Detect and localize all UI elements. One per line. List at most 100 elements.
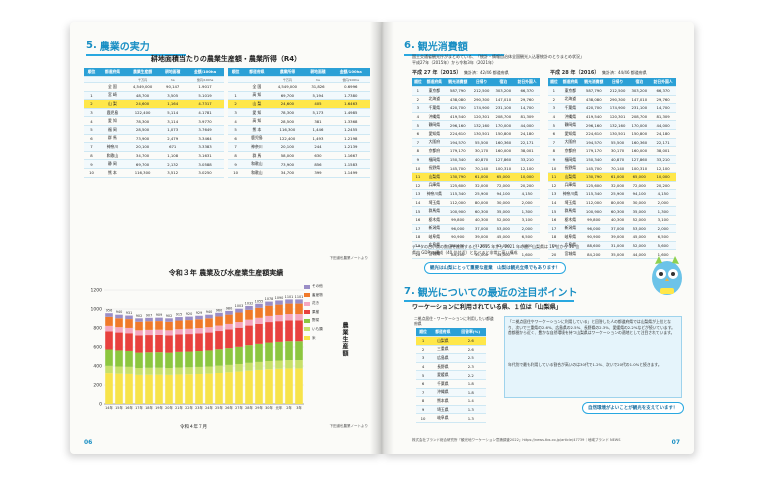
table-cell: 38,001	[514, 146, 540, 156]
chart-legend: その他 畜産物 花き 果樹 野菜 いも類米	[304, 284, 323, 344]
table-header-cell: 農業生産額	[125, 68, 160, 77]
chart-bar-segment	[105, 365, 113, 374]
table-cell: 1.4985	[331, 108, 370, 118]
table-cell: 130,790	[444, 172, 471, 182]
table-cell: 303,200	[492, 86, 515, 96]
chart-bar-segment	[265, 305, 273, 316]
table-cell: 170,000	[628, 120, 651, 130]
table-cell: 100,310	[628, 163, 651, 173]
table-cell: 10,000	[514, 172, 540, 182]
table-row: 6 千葉県 1.8	[416, 379, 486, 389]
table-cell: 296,160	[444, 120, 471, 130]
chart-x-tick-label: 19年	[155, 405, 163, 410]
table-unit-cell	[99, 76, 126, 83]
table-cell: 60,300	[606, 206, 629, 216]
table-cell: 6	[416, 379, 431, 389]
table-cell: 856	[304, 159, 332, 169]
chart-data-label: 915	[176, 313, 182, 317]
table-cell: 20,100	[270, 142, 305, 152]
chart-bar-segment	[125, 366, 133, 374]
legend-swatch	[304, 310, 310, 315]
table-cell: 38,001	[650, 146, 676, 156]
section-title: 観光消費額	[417, 42, 468, 53]
table-cell: 45,000	[628, 232, 651, 242]
table-cell: 24,180	[650, 129, 676, 139]
chart-bar-segment	[155, 367, 163, 375]
chart-bar-segment	[205, 318, 213, 328]
table-row: 16 栃木県 99,800 40,300 52,000 3,100	[548, 215, 676, 225]
table-row: 2 北海道 438,080 290,300 147,010 29,760	[412, 95, 540, 105]
table-row: 11 山梨県 130,790 61,000 65,000 10,000	[548, 172, 676, 182]
chart-x-tick-label: 24年	[205, 405, 213, 410]
table-cell: 127,860	[492, 155, 515, 165]
table-cell: 303,200	[628, 86, 651, 96]
table-row: 3 広島県 2.5	[416, 353, 486, 363]
table-row: 13 神奈川県 115,340 25,900 94,100 4,150	[548, 189, 676, 199]
table-cell: 40,870	[470, 155, 493, 165]
chart-bar-segment	[235, 312, 243, 323]
table-cell: 29,760	[650, 95, 676, 105]
table-cell: 22,171	[650, 138, 676, 148]
table-cell: 35,000	[492, 206, 515, 216]
table-cell: 静岡県	[423, 120, 445, 130]
chart-x-tick-label: 30年	[265, 405, 273, 410]
chart-bar-segment	[195, 328, 203, 334]
table-cell: 2.2	[455, 370, 486, 380]
table-row: 2 三重県 2.6	[416, 345, 486, 355]
chart-bar-segment	[275, 314, 283, 322]
table-cell: 132,160	[606, 120, 629, 130]
chart-bar-segment	[155, 329, 163, 335]
table-cell: 愛知県	[559, 129, 581, 139]
table-header-cell: 順位	[228, 68, 244, 77]
section-underline	[404, 300, 574, 302]
table-cell: 66,370	[650, 86, 676, 96]
table-cell: 4	[548, 112, 560, 122]
table-cell: 福岡県	[423, 155, 445, 165]
table-row: 8 熊本県 1.4	[416, 396, 486, 406]
chart-bar-segment	[225, 329, 233, 349]
chart-y-tick-label: 1200	[91, 288, 103, 294]
table-cell: 北海道	[423, 95, 445, 105]
table-cell: 28,500	[125, 125, 160, 135]
table-cell: 61,000	[470, 172, 493, 182]
table-cell: 4	[416, 362, 431, 372]
chart-bar-segment	[195, 333, 203, 352]
table-cell: 671	[159, 142, 187, 152]
table-header-cell: 観光消費額	[580, 78, 607, 87]
table-cell: 18	[548, 232, 560, 242]
table-cell: 1	[412, 86, 424, 96]
table-cell: 群 馬	[243, 151, 271, 161]
chart-bar-segment	[215, 349, 223, 366]
table-cell: 長野県	[559, 163, 581, 173]
table-cell: 5	[228, 125, 244, 135]
table-cell: 53,000	[492, 224, 515, 234]
chart-bar-segment	[205, 327, 213, 333]
chart-bar-segment	[265, 360, 273, 370]
table-cell: 1.1499	[331, 168, 370, 178]
chart-bar-segment	[295, 320, 303, 342]
chart-data-label: 956	[106, 309, 112, 313]
table-cell: 2.6	[455, 336, 486, 346]
table-row: 3 鹿児島 122,400 5,114 4.1781	[84, 108, 224, 118]
table-header-cell: 都道府県	[430, 328, 456, 337]
chart-bar-segment	[135, 321, 143, 331]
chart-bar-segment	[285, 368, 293, 404]
table-cell: 52,000	[492, 215, 515, 225]
chart-bar-segment	[145, 352, 153, 368]
table-cell: 224,610	[580, 129, 607, 139]
table-cell: 埼玉県	[559, 198, 581, 208]
table-cell: 神奈川県	[423, 189, 445, 199]
table-cell: 山 梨	[99, 99, 126, 109]
chart-bar-segment	[275, 368, 283, 404]
chart-y-tick-label: 200	[93, 383, 102, 389]
table-cell: 3,512	[159, 168, 187, 178]
table-cell: 東京都	[559, 86, 581, 96]
table-header-cell: 順位	[416, 328, 431, 337]
chart-bar-segment	[255, 323, 263, 344]
table-cell: 25,900	[470, 189, 493, 199]
table-cell: 1,600	[650, 249, 676, 259]
table-cell: 和歌山	[99, 151, 126, 161]
table-cell: 100,900	[580, 206, 607, 216]
